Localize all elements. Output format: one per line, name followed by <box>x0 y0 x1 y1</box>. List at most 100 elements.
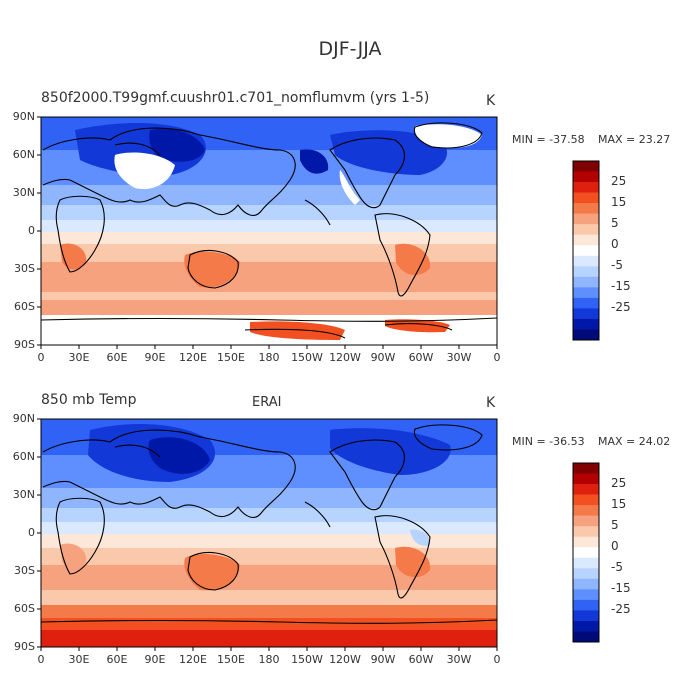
lat-tick-label: 60N <box>12 450 35 463</box>
lon-tick-label: 120W <box>329 653 361 666</box>
lon-tick-label: 90E <box>144 351 166 364</box>
colorbar-swatch <box>573 547 599 559</box>
colorbar-swatch <box>573 484 599 495</box>
colorbar-swatch <box>573 515 599 527</box>
colorbar-tick-label: 0 <box>611 539 619 554</box>
lat-tick-label: 90S <box>14 640 35 653</box>
lat-tick-label: 0 <box>28 526 35 539</box>
colorbar-swatch <box>573 318 599 330</box>
colorbar-tick-label: 25 <box>611 476 627 491</box>
panel2-min-label: MIN = -36.53 <box>512 435 585 448</box>
lon-tick-label: 150W <box>291 653 323 666</box>
colorbar-swatch <box>573 192 599 204</box>
colorbar-swatch <box>573 255 599 267</box>
colorbar-tick-label: -5 <box>611 560 623 575</box>
colorbar-swatch <box>573 463 599 474</box>
colorbar-swatch <box>573 276 599 288</box>
colorbar-frame <box>572 160 600 341</box>
colorbar-swatch <box>573 557 599 569</box>
panel2-center-title: ERAI <box>252 395 282 410</box>
lon-tick-label: 0 <box>37 351 45 364</box>
colorbar-swatch <box>573 234 599 246</box>
lat-tick-label: 30N <box>12 488 35 501</box>
lon-tick-label: 0 <box>493 351 501 364</box>
panel1-max-label: MAX = 23.27 <box>598 133 671 146</box>
lon-tick-label: 150E <box>217 653 245 666</box>
colorbar-swatch <box>573 505 599 516</box>
lon-tick-label: 60W <box>408 351 434 364</box>
lon-tick-label: 120E <box>179 351 207 364</box>
colorbar-swatch <box>573 610 599 622</box>
lon-tick-label: 180 <box>258 653 280 666</box>
lon-tick-label: 0 <box>37 653 45 666</box>
lon-tick-label: 120W <box>329 351 361 364</box>
lon-tick-label: 150E <box>217 351 245 364</box>
panel2-left-title: 850 mb Temp <box>41 392 137 408</box>
colorbar-swatch <box>573 224 599 236</box>
colorbar-tick-label: 25 <box>611 174 627 189</box>
colorbar-tick-label: -25 <box>611 300 631 315</box>
colorbar-swatch <box>573 526 599 538</box>
colorbar-erai <box>572 462 600 643</box>
colorbar-swatch <box>573 620 599 632</box>
lat-tick-label: 90N <box>12 412 35 425</box>
lon-tick-label: 60E <box>106 351 128 364</box>
colorbar-tick-label: 15 <box>611 497 627 512</box>
lat-tick-label: 60S <box>14 602 35 615</box>
colorbar-swatch <box>573 589 599 601</box>
colorbar-swatch <box>573 473 599 485</box>
colorbar-model <box>572 160 600 341</box>
lat-tick-label: 30S <box>14 564 35 577</box>
lon-tick-label: 30W <box>446 351 472 364</box>
colorbar-swatch <box>573 297 599 309</box>
colorbar-swatch <box>573 631 599 643</box>
lat-tick-label: 90N <box>12 110 35 123</box>
lon-tick-label: 60E <box>106 653 128 666</box>
colorbar-swatch <box>573 171 599 183</box>
colorbar-swatch <box>573 266 599 278</box>
panel2-units: K <box>486 395 496 411</box>
panel2-max-label: MAX = 24.02 <box>598 435 671 448</box>
panel-erai-map <box>40 418 498 648</box>
lon-tick-label: 90E <box>144 653 166 666</box>
colorbar-tick-label: 0 <box>611 237 619 252</box>
panel1-min-label: MIN = -37.58 <box>512 133 585 146</box>
colorbar-swatch <box>573 213 599 225</box>
lon-tick-label: 30E <box>68 653 90 666</box>
colorbar-swatch <box>573 245 599 257</box>
colorbar-swatch <box>573 599 599 611</box>
lat-tick-label: 60N <box>12 148 35 161</box>
colorbar-swatch <box>573 494 599 506</box>
colorbar-swatch <box>573 182 599 193</box>
colorbar-tick-label: 15 <box>611 195 627 210</box>
colorbar-tick-label: 5 <box>611 518 619 533</box>
lon-tick-label: 90W <box>370 351 396 364</box>
colorbar-swatch <box>573 287 599 299</box>
colorbar-tick-label: -15 <box>611 279 631 294</box>
colorbar-tick-label: -15 <box>611 581 631 596</box>
colorbar-tick-label: -5 <box>611 258 623 273</box>
lon-tick-label: 90W <box>370 653 396 666</box>
colorbar-tick-label: -25 <box>611 602 631 617</box>
lon-tick-label: 120E <box>179 653 207 666</box>
lon-tick-label: 30W <box>446 653 472 666</box>
lon-tick-label: 150W <box>291 351 323 364</box>
lon-tick-label: 60W <box>408 653 434 666</box>
lat-tick-label: 30S <box>14 262 35 275</box>
colorbar-swatch <box>573 329 599 341</box>
panel-model-map <box>40 116 498 346</box>
panel1-left-title: 850f2000.T99gmf.cuushr01.c701_nomflumvm … <box>41 90 430 106</box>
lat-tick-label: 60S <box>14 300 35 313</box>
lat-tick-label: 0 <box>28 224 35 237</box>
lat-tick-label: 30N <box>12 186 35 199</box>
lat-tick-label: 90S <box>14 338 35 351</box>
colorbar-tick-label: 5 <box>611 216 619 231</box>
colorbar-frame <box>572 462 600 643</box>
colorbar-swatch <box>573 161 599 172</box>
colorbar-swatch <box>573 536 599 548</box>
lon-tick-label: 180 <box>258 351 280 364</box>
panel1-units: K <box>486 93 496 109</box>
colorbar-swatch <box>573 308 599 320</box>
colorbar-swatch <box>573 578 599 590</box>
